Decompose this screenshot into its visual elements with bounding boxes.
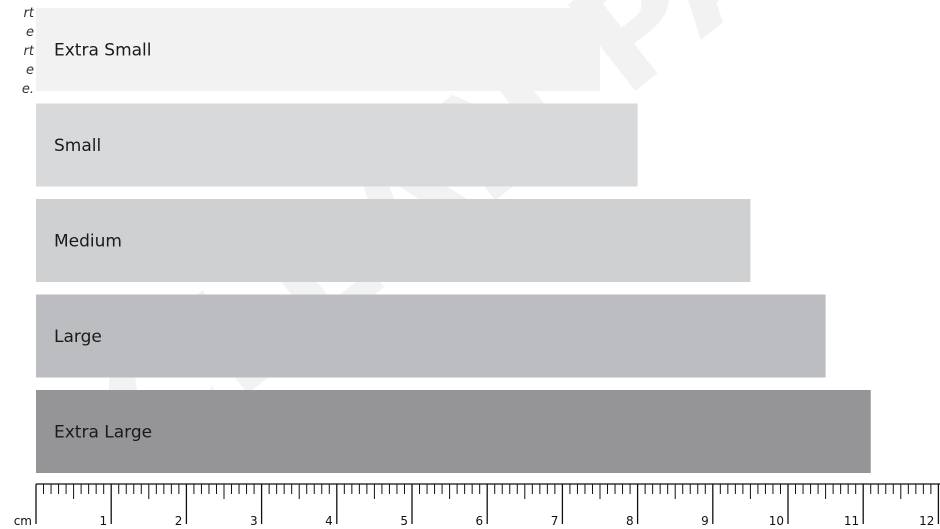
ruler-tick-label: 1 bbox=[100, 514, 108, 528]
ruler-tick-label: 4 bbox=[325, 514, 333, 528]
ruler-tick-label: 8 bbox=[626, 514, 634, 528]
bar-group-small: Small bbox=[36, 103, 638, 187]
bar bbox=[36, 103, 638, 187]
ruler-tick-label: 9 bbox=[701, 514, 709, 528]
bar-group-extra-large: Extra Large bbox=[36, 390, 871, 473]
side-note-line: e bbox=[26, 63, 34, 78]
ruler-tick-label: 10 bbox=[769, 514, 784, 528]
bar bbox=[36, 390, 871, 473]
ruler-tick-label: 2 bbox=[175, 514, 183, 528]
bar-label: Small bbox=[54, 136, 101, 156]
bars-layer: Extra Small Small Medium Large Extra Large bbox=[36, 8, 871, 473]
bar-label: Large bbox=[54, 327, 102, 347]
ruler-tick-label: 11 bbox=[844, 514, 859, 528]
bar bbox=[36, 8, 600, 91]
ruler-tick-label: 6 bbox=[476, 514, 484, 528]
bar-group-medium: Medium bbox=[36, 199, 751, 282]
side-note-line: rt bbox=[23, 6, 34, 21]
ruler-tick-label: 3 bbox=[250, 514, 258, 528]
bar-group-large: Large bbox=[36, 294, 826, 378]
bar bbox=[36, 294, 826, 378]
bar-group-extra-small: Extra Small bbox=[36, 8, 600, 91]
bar-label: Extra Small bbox=[54, 41, 152, 61]
ruler-tick-label: 7 bbox=[551, 514, 559, 528]
bar bbox=[36, 199, 751, 282]
side-note: rt e rt e e. bbox=[0, 4, 34, 99]
ruler-unit-label: cm bbox=[14, 514, 32, 528]
side-note-line: rt bbox=[23, 44, 34, 59]
bar-label: Extra Large bbox=[54, 423, 152, 443]
ruler-tick-label: 12 bbox=[919, 514, 934, 528]
side-note-line: e bbox=[26, 25, 34, 40]
side-note-line: e. bbox=[21, 82, 34, 97]
ruler-tick-label: 5 bbox=[400, 514, 408, 528]
bar-label: Medium bbox=[54, 232, 122, 252]
